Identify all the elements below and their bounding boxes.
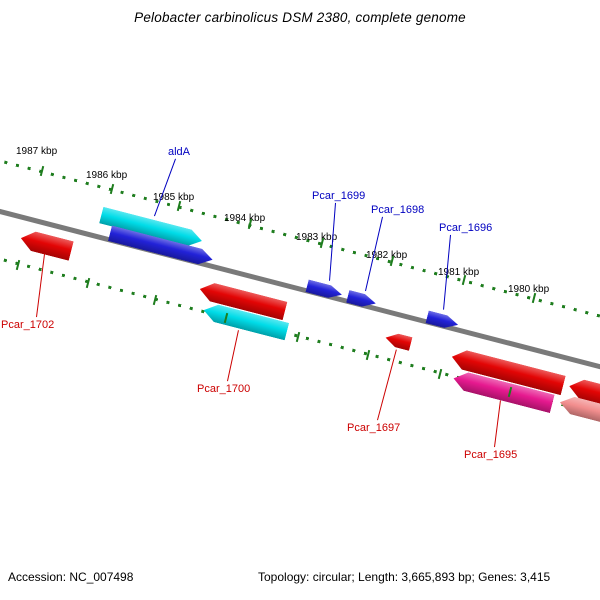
label-leader-line — [36, 254, 45, 318]
gene-label-pcar_1702[interactable]: Pcar_1702 — [1, 319, 55, 331]
gene-arrow-pcar_1697[interactable] — [384, 331, 413, 351]
ruler-label: 1987 kbp — [16, 146, 58, 157]
upper-tick-ruler — [0, 157, 600, 336]
gene-arrow-pcar_1702[interactable] — [18, 228, 73, 260]
gene-label-pcar_1698[interactable]: Pcar_1698 — [371, 204, 425, 216]
gene-label-alda[interactable]: aldA — [168, 146, 191, 158]
topology-text: Topology: circular; Length: 3,665,893 bp… — [258, 570, 551, 584]
gene-label-pcar_1697[interactable]: Pcar_1697 — [347, 422, 401, 434]
label-leader-line — [227, 330, 239, 382]
gene-label-pcar_1700[interactable]: Pcar_1700 — [197, 383, 251, 395]
label-leader-line — [443, 234, 451, 310]
page-title: Pelobacter carbinolicus DSM 2380, comple… — [134, 10, 466, 25]
label-leader-line — [494, 400, 501, 448]
gene-label-pcar_1695[interactable]: Pcar_1695 — [464, 449, 518, 461]
label-leader-line — [329, 202, 336, 281]
accession-text: Accession: NC_007498 — [8, 570, 134, 584]
gene-label-pcar_1696[interactable]: Pcar_1696 — [439, 222, 493, 234]
ruler-label: 1986 kbp — [86, 170, 128, 181]
gene-label-pcar_1699[interactable]: Pcar_1699 — [312, 190, 366, 202]
